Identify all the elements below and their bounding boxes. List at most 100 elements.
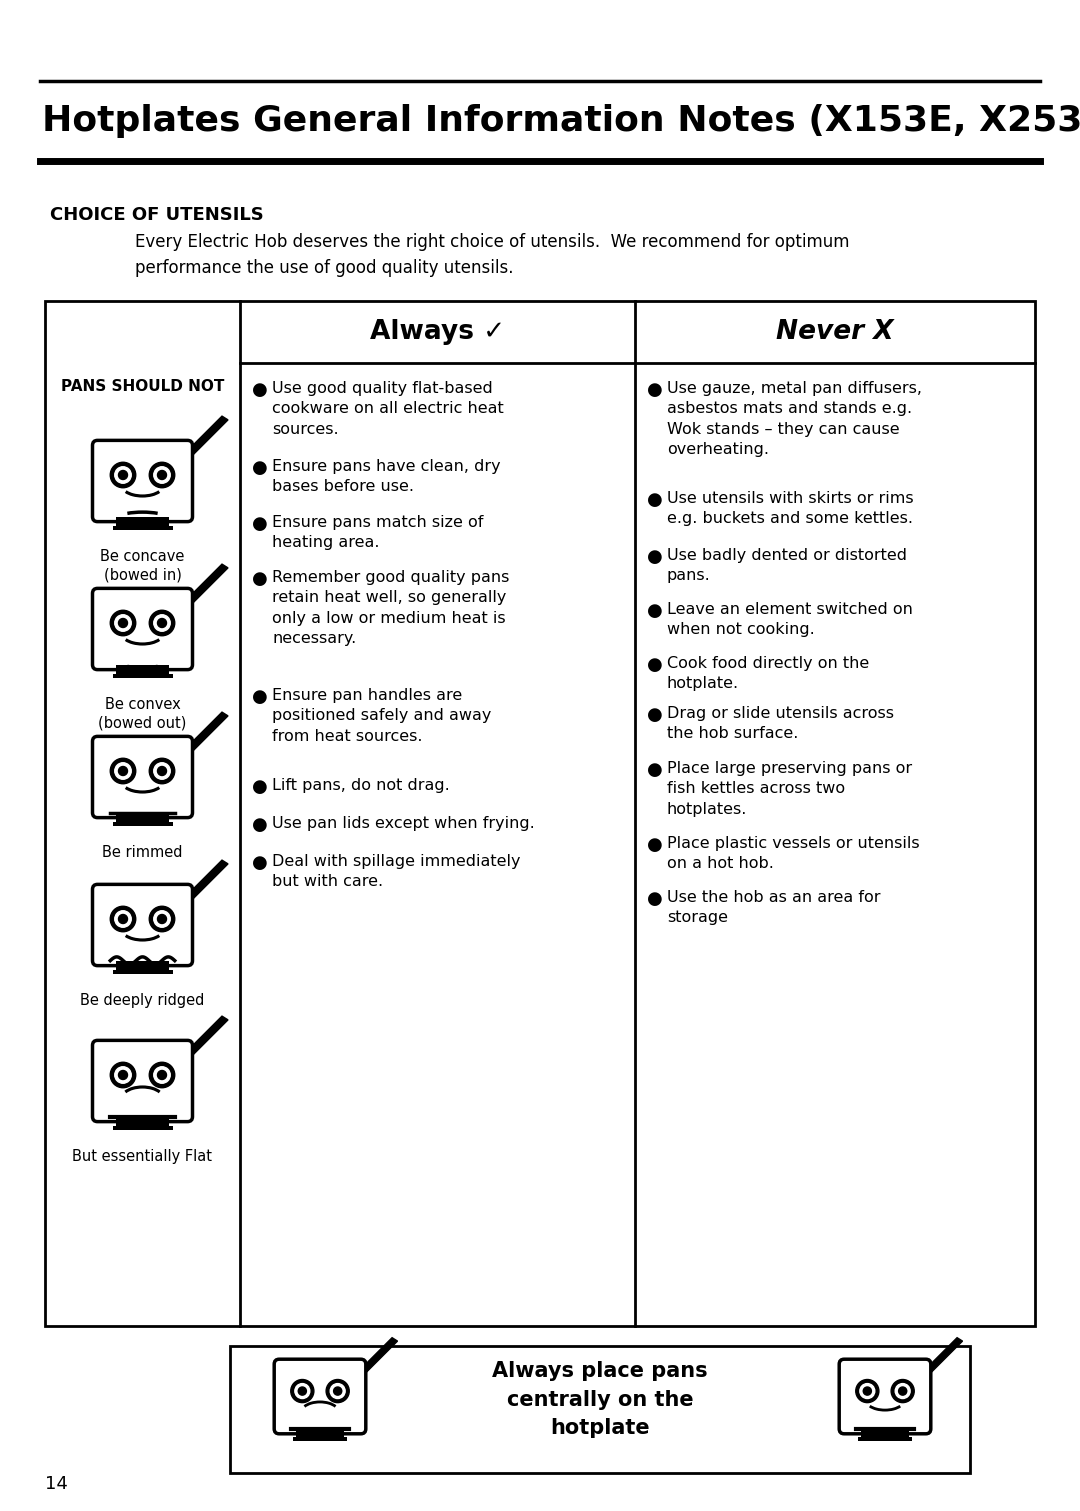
Text: Ensure pans match size of
heating area.: Ensure pans match size of heating area. — [272, 515, 484, 550]
Circle shape — [110, 1062, 136, 1088]
Circle shape — [158, 470, 166, 479]
Text: ●: ● — [647, 491, 663, 509]
Text: CHOICE OF UTENSILS: CHOICE OF UTENSILS — [50, 205, 264, 224]
Text: Use badly dented or distorted
pans.: Use badly dented or distorted pans. — [667, 548, 907, 583]
Circle shape — [114, 467, 132, 484]
Bar — [117, 813, 168, 822]
Text: Cook food directly on the
hotplate.: Cook food directly on the hotplate. — [667, 656, 869, 692]
Circle shape — [110, 462, 136, 488]
Text: ●: ● — [647, 762, 663, 780]
Text: 14: 14 — [45, 1475, 68, 1493]
Text: Be rimmed: Be rimmed — [103, 845, 183, 860]
Text: ●: ● — [647, 706, 663, 724]
Circle shape — [119, 618, 127, 627]
Text: ●: ● — [647, 381, 663, 399]
Circle shape — [330, 1384, 346, 1399]
Text: Use the hob as an area for
storage: Use the hob as an area for storage — [667, 890, 880, 925]
Text: ●: ● — [647, 601, 663, 620]
Bar — [117, 961, 168, 970]
Text: ●: ● — [647, 890, 663, 908]
Circle shape — [158, 618, 166, 627]
Text: Place large preserving pans or
fish kettles across two
hotplates.: Place large preserving pans or fish kett… — [667, 762, 913, 817]
Circle shape — [153, 615, 171, 632]
Text: Ensure pan handles are
positioned safely and away
from heat sources.: Ensure pan handles are positioned safely… — [272, 688, 491, 743]
Circle shape — [153, 1067, 171, 1083]
FancyBboxPatch shape — [93, 588, 192, 669]
Circle shape — [114, 1067, 132, 1083]
Circle shape — [153, 467, 171, 484]
Text: Be concave
(bowed in): Be concave (bowed in) — [100, 548, 185, 583]
Circle shape — [119, 470, 127, 479]
Text: Always ✓: Always ✓ — [369, 319, 505, 345]
Text: Leave an element switched on
when not cooking.: Leave an element switched on when not co… — [667, 601, 913, 638]
Circle shape — [158, 914, 166, 923]
FancyBboxPatch shape — [93, 1041, 192, 1121]
Polygon shape — [184, 416, 228, 458]
Circle shape — [153, 763, 171, 780]
Circle shape — [855, 1380, 879, 1402]
Circle shape — [891, 1380, 915, 1402]
Text: Every Electric Hob deserves the right choice of utensils.  We recommend for opti: Every Electric Hob deserves the right ch… — [135, 233, 850, 278]
Text: Be deeply ridged: Be deeply ridged — [80, 993, 205, 1008]
Circle shape — [149, 907, 175, 932]
Circle shape — [158, 1070, 166, 1079]
Bar — [230, 1346, 970, 1473]
Circle shape — [110, 907, 136, 932]
Bar — [296, 1429, 343, 1437]
Polygon shape — [184, 860, 228, 902]
Text: Never X: Never X — [777, 319, 894, 345]
Text: ●: ● — [252, 459, 268, 477]
Text: Lift pans, do not drag.: Lift pans, do not drag. — [272, 778, 449, 793]
Text: ●: ● — [252, 515, 268, 533]
Circle shape — [326, 1380, 349, 1402]
Bar — [112, 822, 173, 827]
Text: ●: ● — [252, 778, 268, 796]
Circle shape — [334, 1387, 341, 1395]
FancyBboxPatch shape — [93, 736, 192, 817]
Circle shape — [899, 1387, 907, 1395]
Circle shape — [114, 763, 132, 780]
Text: Place plastic vessels or utensils
on a hot hob.: Place plastic vessels or utensils on a h… — [667, 836, 920, 872]
Polygon shape — [922, 1337, 962, 1375]
Bar — [112, 526, 173, 530]
Text: Be convex
(bowed out): Be convex (bowed out) — [98, 697, 187, 731]
Circle shape — [149, 462, 175, 488]
Circle shape — [863, 1387, 872, 1395]
Bar — [861, 1429, 908, 1437]
Text: Use pan lids except when frying.: Use pan lids except when frying. — [272, 816, 535, 831]
Text: ●: ● — [252, 854, 268, 872]
Text: ●: ● — [647, 836, 663, 854]
Circle shape — [153, 911, 171, 928]
FancyBboxPatch shape — [93, 884, 192, 966]
Polygon shape — [357, 1337, 397, 1375]
Text: ●: ● — [252, 816, 268, 834]
Circle shape — [114, 911, 132, 928]
Text: ●: ● — [647, 656, 663, 674]
Text: Use good quality flat-based
cookware on all electric heat
sources.: Use good quality flat-based cookware on … — [272, 381, 503, 437]
Text: Use utensils with skirts or rims
e.g. buckets and some kettles.: Use utensils with skirts or rims e.g. bu… — [667, 491, 914, 526]
Circle shape — [298, 1387, 307, 1395]
Bar — [112, 1126, 173, 1130]
Text: But essentially Flat: But essentially Flat — [72, 1148, 213, 1163]
Polygon shape — [184, 564, 228, 606]
Circle shape — [291, 1380, 314, 1402]
Bar — [112, 970, 173, 975]
FancyBboxPatch shape — [839, 1360, 931, 1434]
Circle shape — [110, 610, 136, 636]
Bar — [117, 665, 168, 674]
Text: PANS SHOULD NOT: PANS SHOULD NOT — [60, 379, 225, 394]
Bar — [112, 674, 173, 678]
Circle shape — [114, 615, 132, 632]
Circle shape — [110, 759, 136, 784]
Text: Ensure pans have clean, dry
bases before use.: Ensure pans have clean, dry bases before… — [272, 459, 501, 494]
FancyBboxPatch shape — [93, 440, 192, 521]
Circle shape — [149, 1062, 175, 1088]
Text: Always place pans
centrally on the
hotplate: Always place pans centrally on the hotpl… — [492, 1361, 707, 1438]
Bar — [293, 1437, 347, 1441]
Text: Drag or slide utensils across
the hob surface.: Drag or slide utensils across the hob su… — [667, 706, 894, 742]
Text: Remember good quality pans
retain heat well, so generally
only a low or medium h: Remember good quality pans retain heat w… — [272, 570, 510, 647]
Bar — [45, 301, 1035, 1327]
Polygon shape — [184, 1015, 228, 1058]
Text: Use gauze, metal pan diffusers,
asbestos mats and stands e.g.
Wok stands – they : Use gauze, metal pan diffusers, asbestos… — [667, 381, 922, 458]
Circle shape — [895, 1384, 910, 1399]
